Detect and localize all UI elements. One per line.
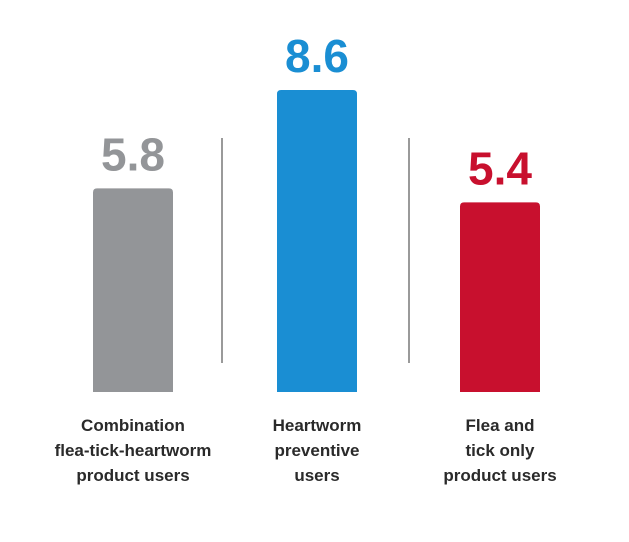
category-label-flea-and: Flea and tick only product users bbox=[405, 413, 595, 488]
category-label-line: tick only bbox=[465, 441, 535, 460]
category-label-line: Heartworm bbox=[272, 416, 362, 435]
category-label-line: preventive bbox=[274, 441, 360, 460]
category-label-line: product users bbox=[443, 466, 557, 485]
category-label-line: flea-tick-heartworm bbox=[54, 441, 212, 460]
bar-combination bbox=[93, 188, 173, 392]
value-label-heartworm: 8.6 bbox=[285, 30, 349, 82]
category-label-line: Combination bbox=[81, 416, 185, 435]
category-label-line: product users bbox=[76, 466, 190, 485]
category-label-line: users bbox=[294, 466, 340, 485]
category-label-heartworm: Heartworm preventive users bbox=[222, 413, 412, 488]
bar-heartworm bbox=[277, 90, 357, 392]
value-label-combination: 5.8 bbox=[101, 128, 165, 180]
bar-flea-and bbox=[460, 202, 540, 392]
category-label-line: Flea and bbox=[465, 416, 535, 435]
value-label-flea-and: 5.4 bbox=[468, 142, 532, 194]
category-label-combination: Combination flea-tick-heartworm product us… bbox=[38, 413, 228, 488]
